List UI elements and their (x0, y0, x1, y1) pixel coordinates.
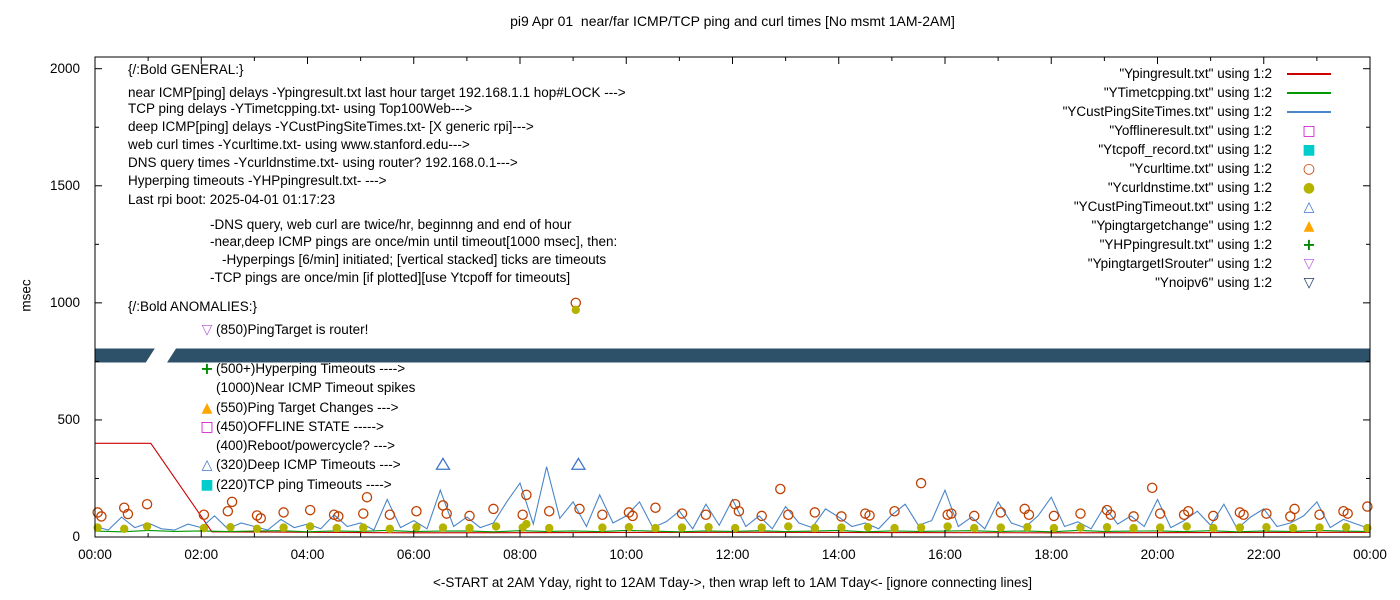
general-note: Hyperping timeouts -YHPpingresult.txt- -… (128, 173, 387, 188)
general-note: deep ICMP[ping] delays -YCustPingSiteTim… (128, 119, 534, 134)
anomaly-item: △ (320)Deep ICMP Timeouts ---> (198, 457, 401, 472)
anomaly-item: ■ (220)TCP ping Timeouts ----> (198, 476, 392, 493)
triangle-open-icon: △ (201, 456, 213, 473)
general-note: near ICMP[ping] delays -Ypingresult.txt … (128, 85, 626, 100)
anomaly-text: (500+)Hyperping Timeouts ----> (216, 361, 406, 376)
anomaly-item: ▲ (550)Ping Target Changes ---> (198, 399, 399, 416)
nabla-open-icon: ▽ (201, 321, 213, 338)
measurement-note: -Hyperpings [6/min] initiated; [vertical… (222, 252, 607, 267)
anomaly-item: (400)Reboot/powercycle? ---> (198, 438, 395, 453)
anomaly-text: (550)Ping Target Changes ---> (216, 400, 399, 415)
measurement-note: -DNS query, web curl are twice/hr, begin… (210, 217, 572, 232)
anomaly-item: □ (450)OFFLINE STATE -----> (198, 419, 384, 434)
square-filled-icon: ■ (200, 476, 214, 493)
square-open-icon: □ (200, 418, 214, 435)
general-heading: {/:Bold GENERAL:} (128, 62, 244, 77)
anomaly-item: + (500+)Hyperping Timeouts ----> (198, 358, 406, 378)
measurement-note: -TCP pings are once/min [if plotted][use… (210, 270, 571, 285)
general-note: TCP ping delays -YTimetcpping.txt- using… (128, 101, 473, 116)
plus-icon: + (200, 358, 214, 378)
anomaly-item: ▽ (850)PingTarget is router! (198, 321, 369, 338)
general-note: Last rpi boot: 2025-04-01 01:17:23 (128, 192, 336, 207)
general-note: web curl times -Ycurltime.txt- using www… (128, 137, 470, 152)
general-note: DNS query times -Ycurldnstime.txt- using… (128, 155, 518, 170)
anomalies-heading: {/:Bold ANOMALIES:} (128, 299, 258, 314)
anomaly-text: (450)OFFLINE STATE -----> (216, 419, 384, 434)
anomaly-text: (400)Reboot/powercycle? ---> (216, 438, 395, 453)
measurement-note: -near,deep ICMP pings are once/min until… (210, 234, 618, 249)
triangle-filled-icon: ▲ (201, 399, 213, 416)
anomaly-item: (1000)Near ICMP Timeout spikes (198, 380, 415, 395)
anomaly-text: (220)TCP ping Timeouts ----> (216, 477, 392, 492)
anomaly-text: (850)PingTarget is router! (216, 322, 369, 337)
anomaly-text: (1000)Near ICMP Timeout spikes (216, 380, 416, 395)
anomaly-text: (320)Deep ICMP Timeouts ---> (216, 457, 401, 472)
